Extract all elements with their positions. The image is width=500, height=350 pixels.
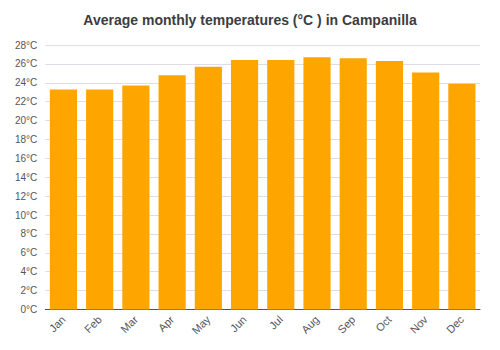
svg-text:10°C: 10°C xyxy=(15,210,37,221)
svg-text:Mar: Mar xyxy=(118,313,140,335)
svg-text:Jul: Jul xyxy=(267,313,285,331)
svg-text:0°C: 0°C xyxy=(21,304,38,315)
svg-text:Oct: Oct xyxy=(373,313,394,334)
svg-text:28°C: 28°C xyxy=(15,40,37,51)
svg-text:Jun: Jun xyxy=(228,313,249,334)
svg-text:Nov: Nov xyxy=(408,313,431,336)
svg-text:22°C: 22°C xyxy=(15,96,37,107)
svg-text:Jan: Jan xyxy=(47,313,68,334)
svg-text:16°C: 16°C xyxy=(15,153,37,164)
svg-text:Average monthly temperatures (: Average monthly temperatures (°C ) in Ca… xyxy=(83,12,417,28)
svg-text:4°C: 4°C xyxy=(21,266,38,277)
svg-text:20°C: 20°C xyxy=(15,115,37,126)
svg-text:May: May xyxy=(189,313,213,337)
svg-text:14°C: 14°C xyxy=(15,172,37,183)
svg-text:12°C: 12°C xyxy=(15,191,37,202)
svg-text:Feb: Feb xyxy=(82,313,104,335)
svg-text:Aug: Aug xyxy=(299,313,321,335)
svg-text:8°C: 8°C xyxy=(21,228,38,239)
svg-text:26°C: 26°C xyxy=(15,58,37,69)
svg-text:18°C: 18°C xyxy=(15,134,37,145)
svg-text:Dec: Dec xyxy=(444,313,467,336)
svg-text:Apr: Apr xyxy=(156,313,177,334)
svg-text:24°C: 24°C xyxy=(15,77,37,88)
svg-text:Sep: Sep xyxy=(335,313,357,335)
svg-text:2°C: 2°C xyxy=(21,285,38,296)
svg-text:6°C: 6°C xyxy=(21,247,38,258)
